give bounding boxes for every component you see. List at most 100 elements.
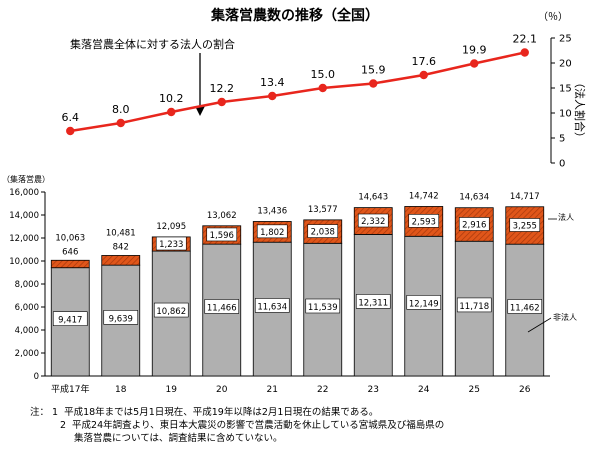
line-point	[470, 59, 479, 68]
bar-total-label: 14,634	[459, 193, 489, 203]
note-1-num: 1	[52, 407, 59, 418]
bar-x-tick-label: 23	[368, 385, 379, 395]
bar-x-tick-label: 19	[166, 385, 178, 395]
line-data-label: 15.0	[311, 68, 336, 81]
bar-total-label: 14,643	[358, 193, 388, 203]
line-y-tick-label: 5	[559, 134, 565, 145]
bar-corp	[50, 259, 90, 269]
note-2-text-a: 平成24年調査より、東日本大震災の影響で営農活動を休止している宮城県及び福島県の	[72, 420, 445, 431]
bar-x-tick-label: 24	[418, 385, 430, 395]
bar-corp-label: 1,802	[260, 228, 284, 238]
bar-chart: （集落営農） 0 2,000 4,000 6,000 8,000 10,000 12,000…	[2, 174, 577, 395]
bar-x-tick-label: 22	[317, 385, 328, 395]
bar-corp-label: 2,593	[412, 217, 436, 227]
bar-non-corp-label: 11,634	[257, 302, 287, 312]
bar-total-label: 12,095	[156, 222, 186, 232]
line-point	[369, 79, 378, 88]
bar-x-tick-label: 26	[519, 385, 531, 395]
line-point	[419, 70, 428, 80]
bar-corp-label: 646	[62, 247, 78, 257]
bar-x-tick-label: 25	[469, 385, 480, 395]
bar-corp-label-box	[408, 214, 440, 228]
bar-y-tick-label: 6,000	[15, 303, 39, 313]
bar-non-corp-label: 12,311	[358, 298, 388, 308]
bar-corp-label-box	[155, 236, 187, 251]
bar-y-tick-label: 14,000	[9, 211, 39, 221]
bar-y-tick-label: 10,000	[9, 257, 39, 267]
bar-non-corp-label-box	[507, 299, 543, 314]
line-y-tick-label: 15	[559, 84, 572, 95]
bar-corp-label-box	[206, 227, 238, 242]
bar-non-corp-label: 12,149	[409, 299, 439, 309]
bar-corp-label-box	[256, 224, 288, 239]
bar-non-corp-label-box	[305, 298, 341, 314]
bar-non-corp-label-box	[103, 310, 139, 325]
note-1: 注： 1 平成18年までは5月1日現在、平成19年以降は2月1日現在の結果である。	[30, 406, 585, 419]
line-y-tick-label: 10	[559, 109, 572, 120]
bar-non-corp-label-box	[355, 294, 391, 309]
bar-y-tick-label: 16,000	[9, 188, 39, 198]
line-point	[66, 126, 75, 136]
bar-total-label: 13,577	[308, 205, 338, 215]
bar-corp-label: 2,038	[311, 228, 335, 238]
line-data-label: 8.0	[112, 103, 130, 116]
line-y-unit: （％）	[538, 11, 568, 23]
line-point	[167, 107, 176, 117]
bar-non-corp-label-box	[52, 311, 88, 326]
line-y-tick-label: 0	[559, 159, 565, 170]
bar-corp-label-box	[357, 213, 389, 228]
line-data-label: 13.4	[260, 76, 285, 89]
line-data-label: 19.9	[462, 44, 487, 57]
bar-corp	[101, 255, 141, 266]
bar-corp-label-box	[307, 224, 339, 238]
note-2: 2 平成24年調査より、東日本大震災の影響で営農活動を休止している宮城県及び福島県…	[30, 419, 585, 432]
bar-non-corp-label-box	[153, 302, 189, 318]
legend-non-corp-leader	[527, 317, 552, 333]
bar-non-corp-label: 11,466	[207, 303, 237, 313]
note-2-text-b: 集落営農については、調査結果に含めていない。	[74, 433, 283, 444]
line-y-axis-label: （法人割合）	[573, 77, 587, 143]
legend-non-corp: 非法人	[553, 312, 577, 322]
bar-non-corp-label-box	[456, 297, 492, 313]
bar-corp-label: 2,332	[361, 217, 385, 227]
bar-non-corp-label: 11,462	[510, 303, 540, 313]
bar-y-tick-label: 12,000	[9, 234, 39, 244]
bar-non-corp-label-box	[254, 298, 290, 313]
line-point	[318, 83, 327, 93]
chart-title: 集落営農数の推移（全国）	[210, 7, 379, 24]
bar-total-label: 14,742	[409, 191, 439, 201]
bar-total-label: 10,063	[55, 233, 85, 243]
note-2b: 集落営農については、調査結果に含めていない。	[30, 432, 585, 445]
bar-corp-label: 842	[113, 242, 129, 252]
bar-x-tick-label: 20	[216, 385, 228, 395]
bar-total-label: 13,062	[207, 211, 237, 221]
line-y-tick-label: 25	[559, 34, 572, 45]
bar-corp-label: 1,233	[159, 240, 183, 250]
bar-corp-label: 3,255	[513, 221, 537, 231]
line-annotation: 集落営農全体に対する法人の割合	[70, 37, 235, 51]
note-1-text: 平成18年までは5月1日現在、平成19年以降は2月1日現在の結果である。	[64, 407, 379, 418]
line-data-label: 6.4	[62, 111, 80, 124]
series-line-corp-ratio	[70, 51, 526, 133]
line-data-label: 22.1	[513, 33, 538, 46]
annotation-arrow-head	[195, 106, 205, 116]
line-point	[116, 118, 125, 128]
bar-total-label: 14,717	[510, 192, 540, 202]
bar-corp-label: 1,596	[210, 231, 234, 241]
bar-x-tick-label: 18	[115, 385, 127, 395]
line-data-label: 12.2	[210, 82, 235, 95]
bar-non-corp-label: 11,718	[459, 302, 489, 312]
line-point	[268, 91, 277, 101]
bar-y-tick-label: 0	[34, 372, 39, 382]
bar-non-corp-label: 10,862	[156, 307, 186, 317]
bar-non-corp-label: 9,417	[58, 316, 82, 326]
line-data-label: 17.6	[412, 55, 437, 68]
bar-non-corp-label-box	[406, 295, 442, 310]
bar-x-tick-label: 21	[267, 385, 278, 395]
bar-total-label: 13,436	[257, 206, 287, 216]
bar-y-axis-label: （集落営農）	[2, 174, 50, 184]
bar-y-tick-label: 2,000	[15, 349, 39, 359]
bar-y-tick-label: 8,000	[15, 280, 39, 290]
line-point	[217, 97, 226, 107]
